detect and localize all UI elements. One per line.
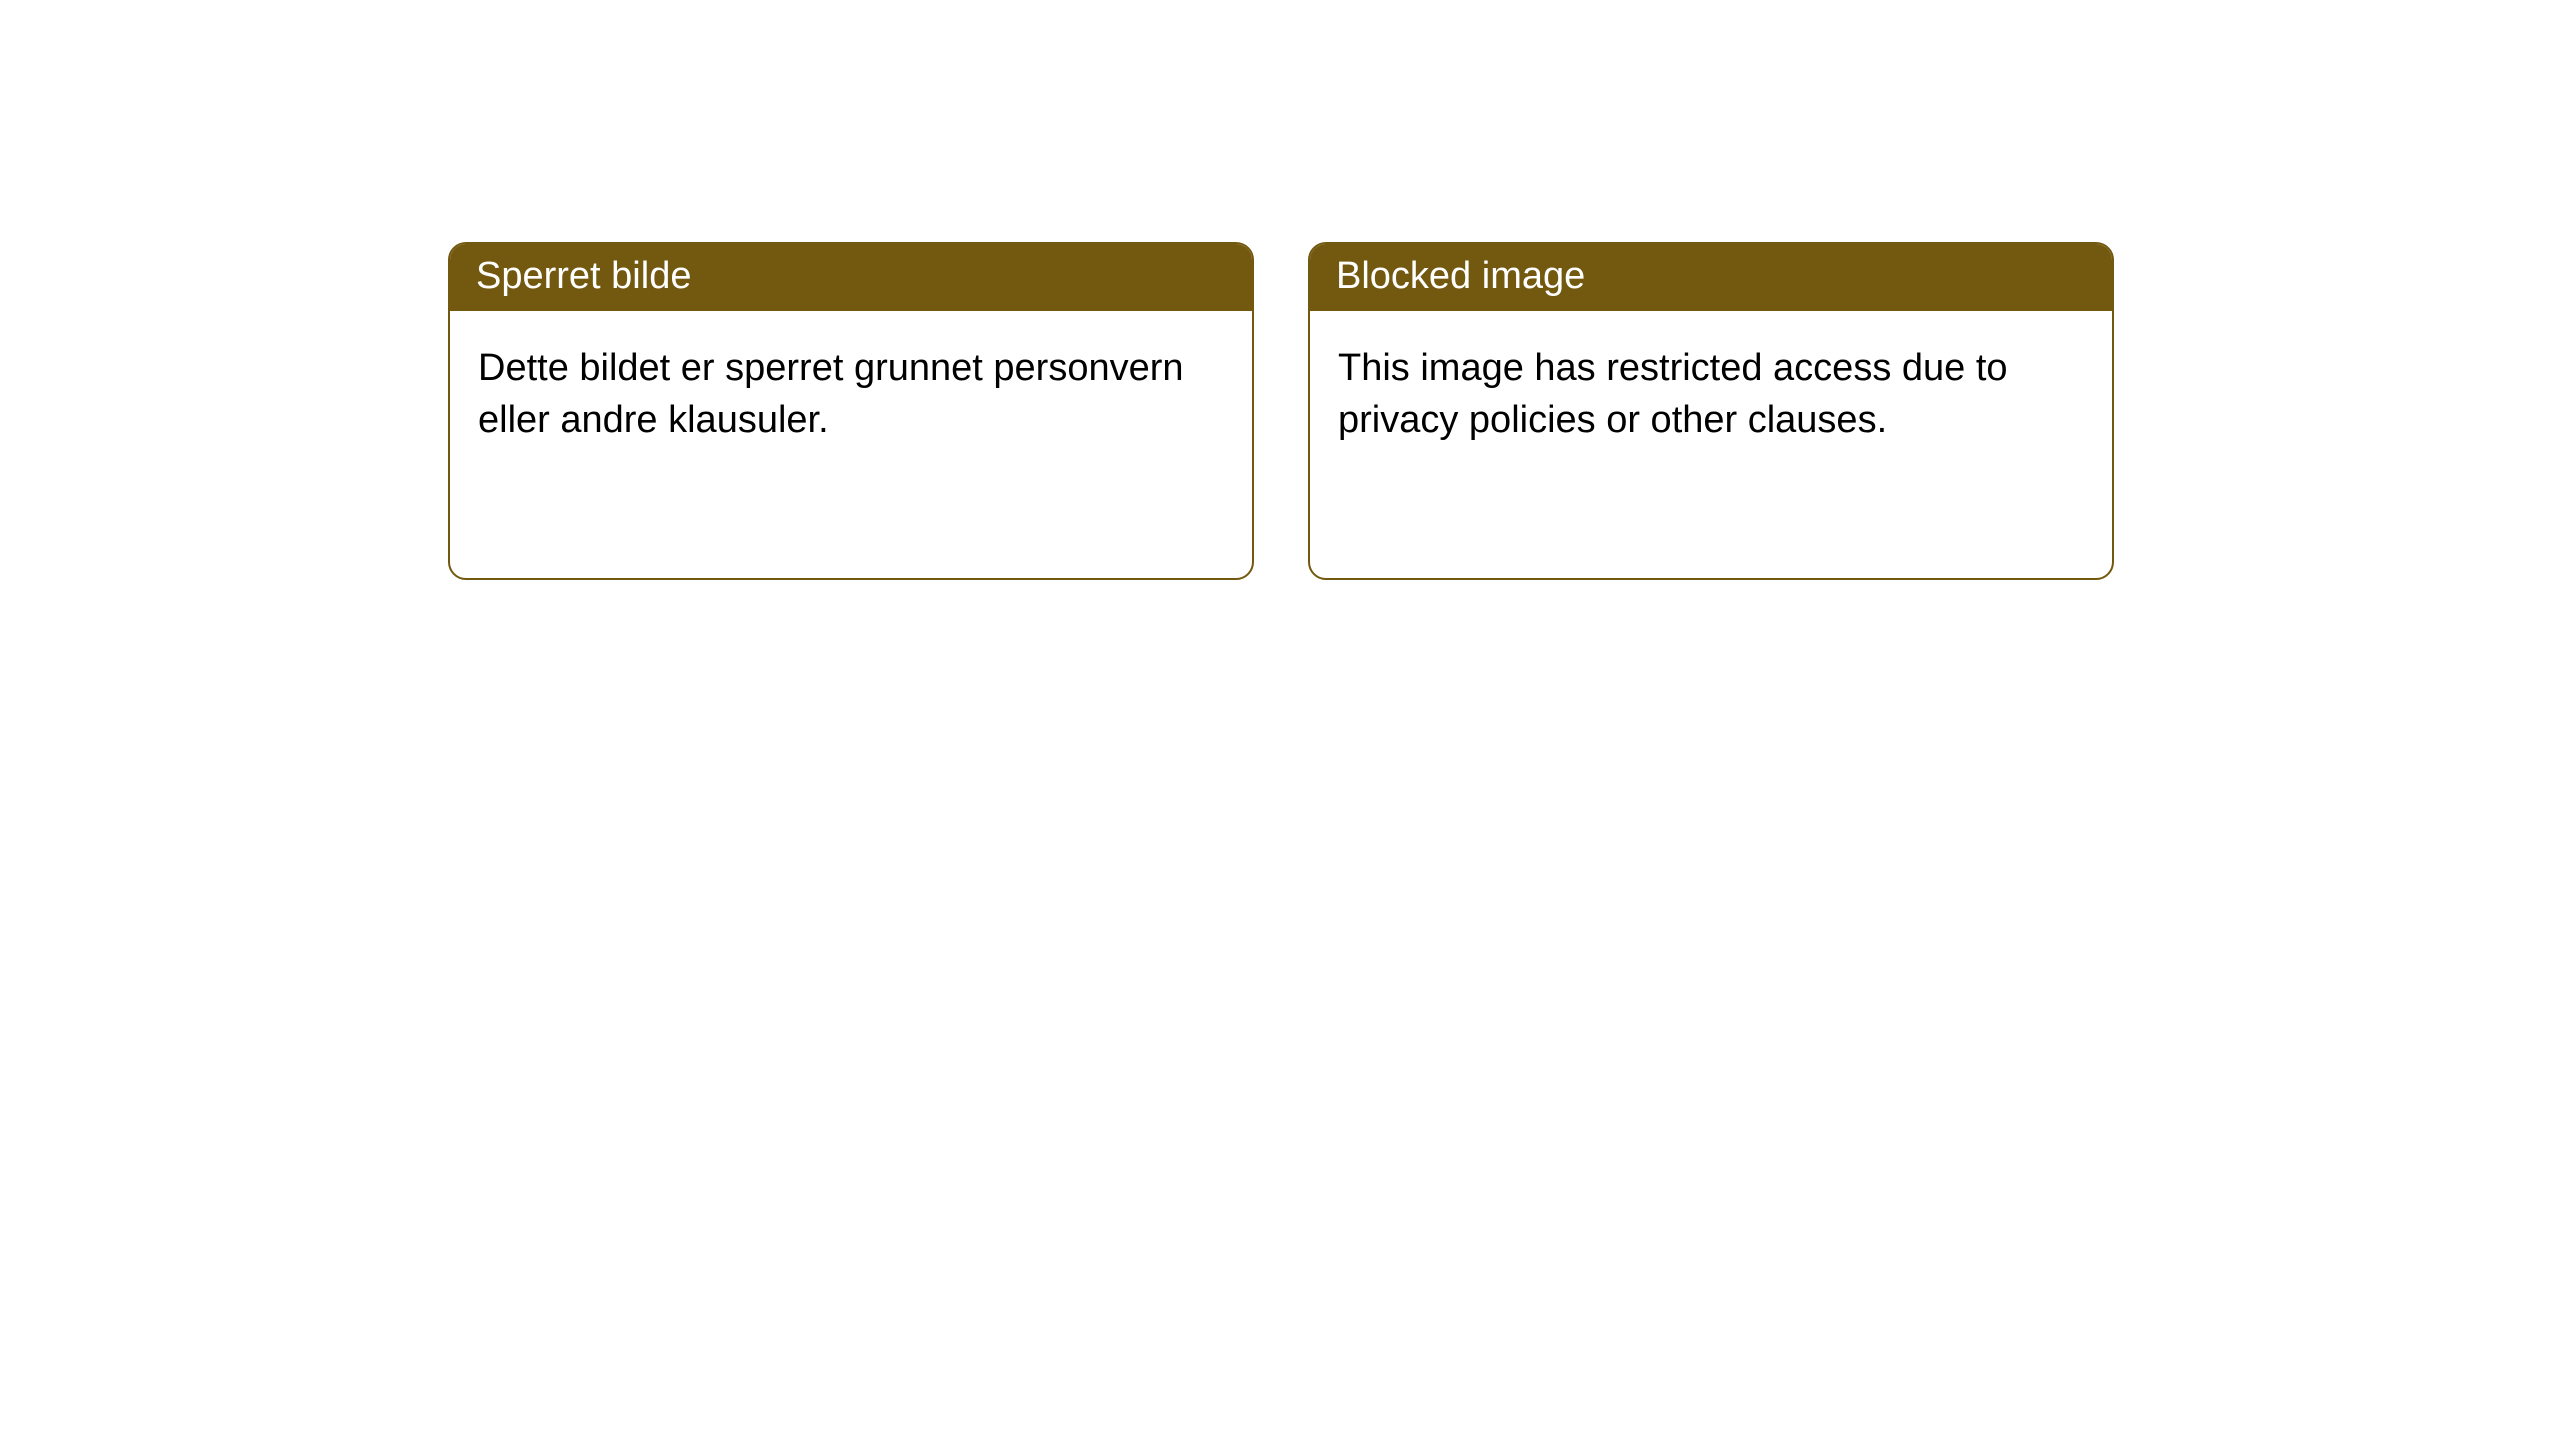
blocked-image-card-norwegian: Sperret bilde Dette bildet er sperret gr… (448, 242, 1254, 580)
card-body: This image has restricted access due to … (1310, 311, 2112, 478)
card-header: Blocked image (1310, 244, 2112, 311)
blocked-image-card-english: Blocked image This image has restricted … (1308, 242, 2114, 580)
card-body: Dette bildet er sperret grunnet personve… (450, 311, 1252, 478)
cards-row: Sperret bilde Dette bildet er sperret gr… (448, 242, 2114, 580)
card-header: Sperret bilde (450, 244, 1252, 311)
